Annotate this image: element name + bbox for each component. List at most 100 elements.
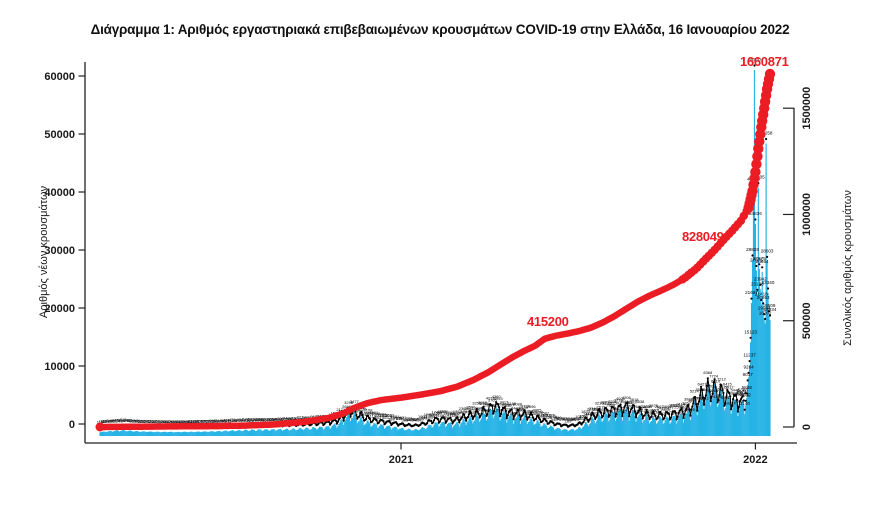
svg-text:1066: 1066	[536, 414, 546, 419]
svg-text:1584: 1584	[433, 411, 443, 416]
svg-text:1891: 1891	[525, 409, 535, 414]
svg-text:1036: 1036	[548, 414, 558, 419]
annotation-415200: 415200	[527, 314, 569, 329]
svg-text:531: 531	[258, 417, 265, 422]
svg-text:119: 119	[97, 419, 104, 424]
svg-text:1119: 1119	[368, 413, 377, 418]
svg-text:2231: 2231	[503, 407, 513, 412]
svg-text:623: 623	[269, 416, 276, 421]
svg-text:2065: 2065	[533, 408, 543, 413]
svg-text:5214: 5214	[690, 389, 700, 394]
svg-text:1218: 1218	[542, 413, 552, 418]
svg-text:476: 476	[229, 417, 236, 422]
svg-text:649: 649	[396, 416, 403, 421]
svg-text:2691: 2691	[663, 404, 673, 409]
svg-text:107: 107	[157, 419, 164, 424]
svg-text:2788: 2788	[626, 403, 636, 408]
svg-text:548: 548	[271, 417, 278, 422]
svg-text:1879: 1879	[632, 409, 642, 414]
svg-text:3088: 3088	[513, 402, 523, 407]
svg-text:139: 139	[178, 419, 185, 424]
svg-text:294: 294	[238, 418, 245, 423]
svg-text:238: 238	[203, 419, 210, 424]
svg-text:60000: 60000	[44, 71, 75, 83]
svg-text:677: 677	[557, 416, 564, 421]
svg-text:2922: 2922	[501, 403, 511, 408]
svg-text:23942: 23942	[754, 276, 767, 281]
svg-text:2108: 2108	[364, 407, 374, 412]
svg-text:1525: 1525	[443, 411, 453, 416]
svg-text:211: 211	[145, 419, 152, 424]
svg-text:215: 215	[130, 419, 137, 424]
svg-text:215: 215	[225, 419, 232, 424]
svg-text:3224: 3224	[727, 401, 737, 406]
svg-text:4000: 4000	[616, 396, 626, 401]
svg-text:800: 800	[304, 415, 311, 420]
svg-text:613: 613	[262, 416, 269, 421]
svg-text:1528: 1528	[531, 411, 541, 416]
svg-text:1607: 1607	[591, 410, 601, 415]
svg-text:4070: 4070	[692, 396, 702, 401]
svg-text:252: 252	[135, 419, 142, 424]
svg-text:4884: 4884	[736, 391, 747, 396]
svg-text:2021: 2021	[389, 454, 413, 466]
svg-text:148: 148	[192, 419, 199, 424]
svg-text:540: 540	[403, 417, 410, 422]
annotation-1660871: 1660871	[740, 54, 789, 69]
svg-text:1480: 1480	[523, 411, 533, 416]
svg-text:2667: 2667	[655, 404, 665, 409]
right-axis-title: Συνολικός αριθμός κρουσμάτων	[842, 190, 854, 346]
svg-text:2443: 2443	[511, 405, 521, 410]
svg-text:34836: 34836	[749, 211, 762, 216]
svg-text:787: 787	[394, 415, 401, 420]
svg-text:331: 331	[134, 418, 141, 423]
svg-text:21657: 21657	[745, 290, 758, 295]
svg-text:2598: 2598	[674, 404, 684, 409]
svg-text:10000: 10000	[44, 361, 75, 373]
svg-text:857: 857	[382, 415, 389, 420]
svg-text:525: 525	[250, 417, 257, 422]
svg-text:275: 275	[207, 418, 214, 423]
svg-text:1982: 1982	[647, 408, 657, 413]
svg-text:2022: 2022	[743, 454, 767, 466]
svg-text:3140: 3140	[740, 401, 751, 406]
svg-text:2590: 2590	[466, 405, 476, 410]
svg-text:1572: 1572	[672, 411, 682, 416]
svg-text:573: 573	[248, 417, 255, 422]
svg-text:1707: 1707	[653, 410, 663, 415]
svg-text:20863: 20863	[757, 295, 770, 300]
svg-text:1595: 1595	[468, 410, 478, 415]
left-axis-title: Αριθμός νέων κρουσμάτων	[38, 185, 50, 319]
svg-text:148: 148	[176, 419, 183, 424]
svg-text:539: 539	[268, 417, 275, 422]
svg-text:1483: 1483	[371, 411, 381, 416]
svg-text:19509: 19509	[763, 303, 776, 308]
svg-text:146: 146	[172, 419, 179, 424]
svg-text:1000: 1000	[418, 414, 428, 419]
svg-text:260: 260	[213, 418, 220, 423]
svg-text:11237: 11237	[743, 353, 756, 358]
svg-text:1126: 1126	[449, 413, 458, 418]
svg-text:382: 382	[240, 418, 247, 423]
svg-text:248: 248	[104, 419, 111, 424]
svg-text:140: 140	[198, 419, 205, 424]
svg-text:884: 884	[429, 415, 436, 420]
svg-text:642: 642	[299, 416, 306, 421]
svg-text:500000: 500000	[801, 302, 813, 339]
svg-text:5616: 5616	[715, 386, 725, 391]
svg-text:736: 736	[553, 416, 560, 421]
svg-text:349: 349	[106, 418, 113, 423]
svg-text:5386: 5386	[738, 388, 749, 393]
svg-text:2724: 2724	[521, 404, 531, 409]
svg-text:8368: 8368	[703, 370, 713, 375]
svg-text:2897: 2897	[670, 403, 680, 408]
svg-text:5912: 5912	[725, 385, 735, 390]
svg-text:2427: 2427	[665, 405, 675, 410]
svg-text:2226: 2226	[358, 407, 368, 412]
svg-text:174: 174	[159, 419, 166, 424]
svg-text:3239: 3239	[595, 401, 605, 406]
svg-text:2897: 2897	[505, 403, 515, 408]
svg-text:7212: 7212	[717, 377, 727, 382]
svg-text:60500: 60500	[748, 57, 761, 62]
svg-text:48258: 48258	[760, 131, 773, 136]
